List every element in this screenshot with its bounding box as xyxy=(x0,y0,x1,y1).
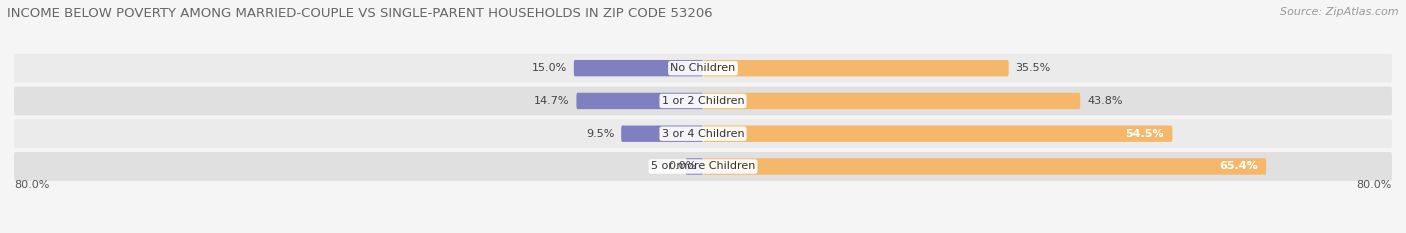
FancyBboxPatch shape xyxy=(703,158,1267,175)
FancyBboxPatch shape xyxy=(576,93,703,109)
Text: INCOME BELOW POVERTY AMONG MARRIED-COUPLE VS SINGLE-PARENT HOUSEHOLDS IN ZIP COD: INCOME BELOW POVERTY AMONG MARRIED-COUPL… xyxy=(7,7,713,20)
Text: 80.0%: 80.0% xyxy=(1357,180,1392,190)
Text: 3 or 4 Children: 3 or 4 Children xyxy=(662,129,744,139)
FancyBboxPatch shape xyxy=(703,93,1080,109)
Text: 1 or 2 Children: 1 or 2 Children xyxy=(662,96,744,106)
Text: 80.0%: 80.0% xyxy=(14,180,49,190)
Text: 14.7%: 14.7% xyxy=(534,96,569,106)
FancyBboxPatch shape xyxy=(621,126,703,142)
Text: 35.5%: 35.5% xyxy=(1015,63,1050,73)
Text: 43.8%: 43.8% xyxy=(1087,96,1122,106)
FancyBboxPatch shape xyxy=(574,60,703,76)
Text: 0.0%: 0.0% xyxy=(668,161,696,171)
Text: 5 or more Children: 5 or more Children xyxy=(651,161,755,171)
FancyBboxPatch shape xyxy=(14,119,1392,148)
FancyBboxPatch shape xyxy=(14,54,1392,82)
FancyBboxPatch shape xyxy=(14,152,1392,181)
Text: No Children: No Children xyxy=(671,63,735,73)
Text: 54.5%: 54.5% xyxy=(1125,129,1164,139)
FancyBboxPatch shape xyxy=(14,86,1392,115)
FancyBboxPatch shape xyxy=(703,60,1008,76)
Text: 9.5%: 9.5% xyxy=(586,129,614,139)
Text: 65.4%: 65.4% xyxy=(1219,161,1257,171)
Text: Source: ZipAtlas.com: Source: ZipAtlas.com xyxy=(1281,7,1399,17)
FancyBboxPatch shape xyxy=(686,158,703,175)
Text: 15.0%: 15.0% xyxy=(531,63,567,73)
FancyBboxPatch shape xyxy=(703,126,1173,142)
